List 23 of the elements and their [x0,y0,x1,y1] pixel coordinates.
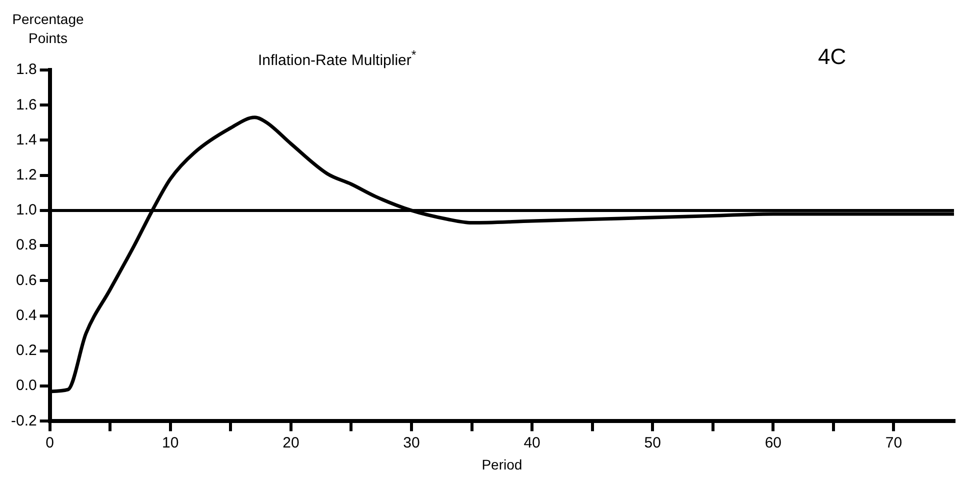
x-axis-title: Period [482,456,522,472]
x-tick-label: 30 [403,434,420,452]
y-tick-label: 0.8 [16,236,37,254]
y-tick-label: 0.6 [16,272,37,289]
x-tick-label: 10 [162,434,179,452]
y-tick-label: 1.8 [16,61,37,78]
y-tick-label: 0.4 [16,306,37,324]
text: 4C [818,44,846,70]
x-tick-label: 70 [885,434,902,452]
y-tick-label: 1.4 [16,131,37,148]
y-tick-label: 1.2 [16,166,37,184]
x-tick-label: 60 [764,434,782,452]
x-tick-label: 0 [46,434,54,452]
y-tick-label: 0.0 [16,377,37,394]
y-tick-label: 0.2 [16,342,37,360]
x-tick-label: 50 [644,434,661,452]
y-tick-label: 1.0 [16,202,37,219]
y-tick-label: -0.2 [10,412,37,430]
y-tick-label: 1.6 [16,96,37,114]
y-axis-title: Percentage Points [11,10,85,48]
x-tick-label: 20 [282,434,300,452]
chart-title: Inflation-Rate Multiplier$^{*}$ [258,48,416,69]
x-tick-label: 40 [524,434,540,452]
